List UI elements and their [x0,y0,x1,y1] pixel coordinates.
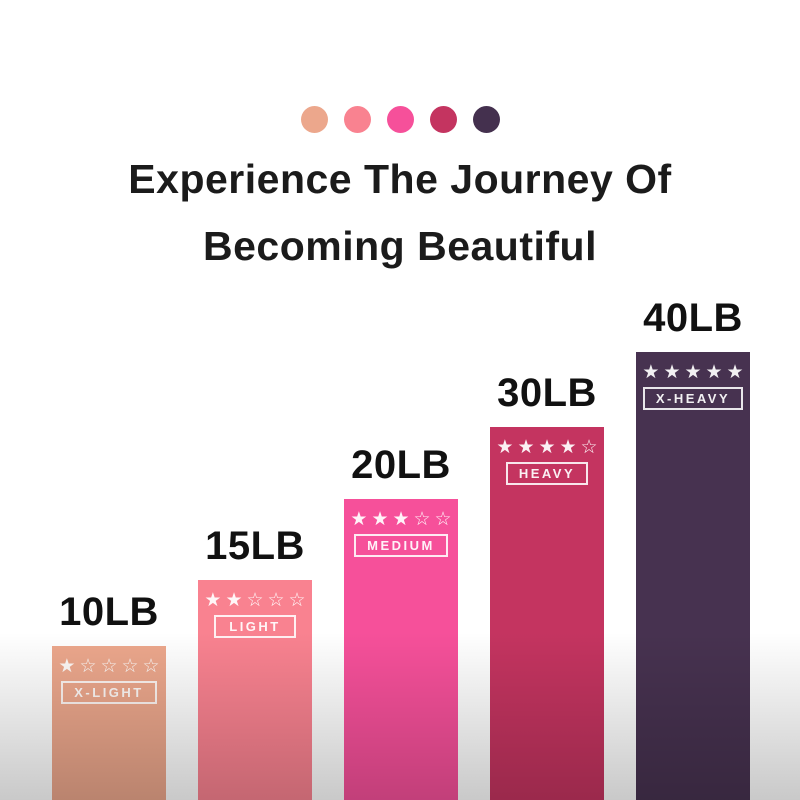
bar-group: 20LB ★★★☆☆ MEDIUM [344,443,458,800]
dot-medium-icon [386,106,414,133]
bar: ★☆☆☆☆ X-LIGHT [52,646,166,800]
bar: ★★★★★ X-HEAVY [636,352,750,800]
star-rating: ★★★☆☆ [350,509,456,530]
star-rating: ★★★★★ [642,362,748,383]
bar-weight-label: 30LB [497,371,597,415]
bar: ★★★★☆ HEAVY [490,427,604,800]
band-tag-box: MEDIUM [354,534,448,557]
star-rating: ★☆☆☆☆ [58,656,164,677]
bar-weight-label: 20LB [351,443,451,487]
band-tag-box: HEAVY [505,462,589,485]
band-tag-label: X-HEAVY [655,391,731,406]
page-title-line-2: Becoming Beautiful [203,223,597,269]
dot-heavy-icon [429,106,457,133]
bar-group: 40LB ★★★★★ X-HEAVY [636,296,750,800]
band-tag-box: LIGHT [214,615,296,638]
bar: ★★★☆☆ MEDIUM [344,499,458,800]
bar: ★★☆☆☆ LIGHT [198,580,312,800]
dot-x-light-icon [300,106,328,133]
band-tag-label: MEDIUM [367,538,435,553]
star-rating: ★★☆☆☆ [204,590,310,611]
page-title-line-1: Experience The Journey Of [128,156,672,202]
bar-weight-label: 15LB [205,524,305,568]
band-tag-label: X-LIGHT [74,685,144,700]
band-tag-box: X-HEAVY [642,387,744,410]
star-rating: ★★★★☆ [496,437,602,458]
bar-group: 10LB ★☆☆☆☆ X-LIGHT [52,590,166,800]
bar-weight-label: 40LB [643,296,743,340]
band-tag-box: X-LIGHT [61,681,157,704]
dot-light-icon [343,106,371,133]
bar-group: 30LB ★★★★☆ HEAVY [490,371,604,800]
palette-dots-row [0,106,800,133]
bar-weight-label: 10LB [59,590,159,634]
bar-group: 15LB ★★☆☆☆ LIGHT [198,524,312,800]
band-tag-label: LIGHT [229,619,281,634]
page-title: Experience The Journey Of Becoming Beaut… [0,146,800,280]
band-tag-label: HEAVY [518,466,576,481]
dot-x-heavy-icon [472,106,500,133]
